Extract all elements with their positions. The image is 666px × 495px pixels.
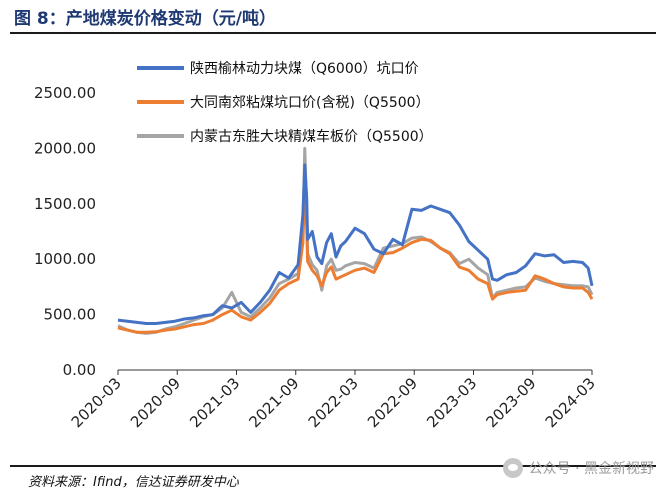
watermark: 公众号 · 黑金新视野 (502, 458, 654, 478)
x-tick-label: 2022-03 (305, 374, 362, 431)
figure-title: 图 8：产地煤炭价格变动（元/吨） (14, 9, 276, 29)
series-line-2 (117, 146, 594, 335)
x-tick-label: 2020-03 (68, 374, 125, 431)
y-tick-label: 500.00 (44, 306, 97, 324)
footer-divider (10, 465, 656, 467)
y-tick-label: 2000.00 (34, 139, 96, 157)
x-axis: 2020-03 2020-09 2021-03 2021-09 2022-03 2022-… (68, 369, 599, 431)
wechat-icon (502, 458, 523, 478)
watermark-text: 公众号 · 黑金新视野 (528, 461, 654, 477)
y-tick-label: 1000.00 (34, 250, 96, 268)
x-tick-label: 2023-03 (423, 374, 480, 431)
y-tick-label: 0.00 (63, 361, 96, 379)
legend-label: 内蒙古东胜大块精煤车板价（Q5500） (190, 128, 433, 145)
series-layer (117, 146, 594, 335)
y-axis: 0.00 500.00 1000.00 1500.00 2000.00 2500.00 (34, 84, 96, 379)
source-note: 资料来源：Ifind，信达证券研发中心 (28, 475, 239, 490)
x-tick-label: 2022-09 (364, 374, 421, 431)
x-tick-label: 2021-03 (186, 374, 243, 431)
y-tick-label: 1500.00 (34, 195, 96, 213)
legend-label: 大同南郊粘煤坑口价(含税)（Q5500） (190, 94, 430, 111)
series-line-0 (117, 163, 594, 325)
x-tick-label: 2021-09 (246, 374, 303, 431)
x-tick-label: 2020-09 (127, 374, 184, 431)
x-tick-label: 2023-09 (483, 374, 540, 431)
y-tick-label: 2500.00 (34, 84, 96, 102)
series-line-1 (117, 182, 594, 334)
legend-label: 陕西榆林动力块煤（Q6000）坑口价 (190, 61, 419, 77)
x-tick-label: 2024-03 (542, 374, 599, 431)
title-divider (10, 32, 656, 34)
